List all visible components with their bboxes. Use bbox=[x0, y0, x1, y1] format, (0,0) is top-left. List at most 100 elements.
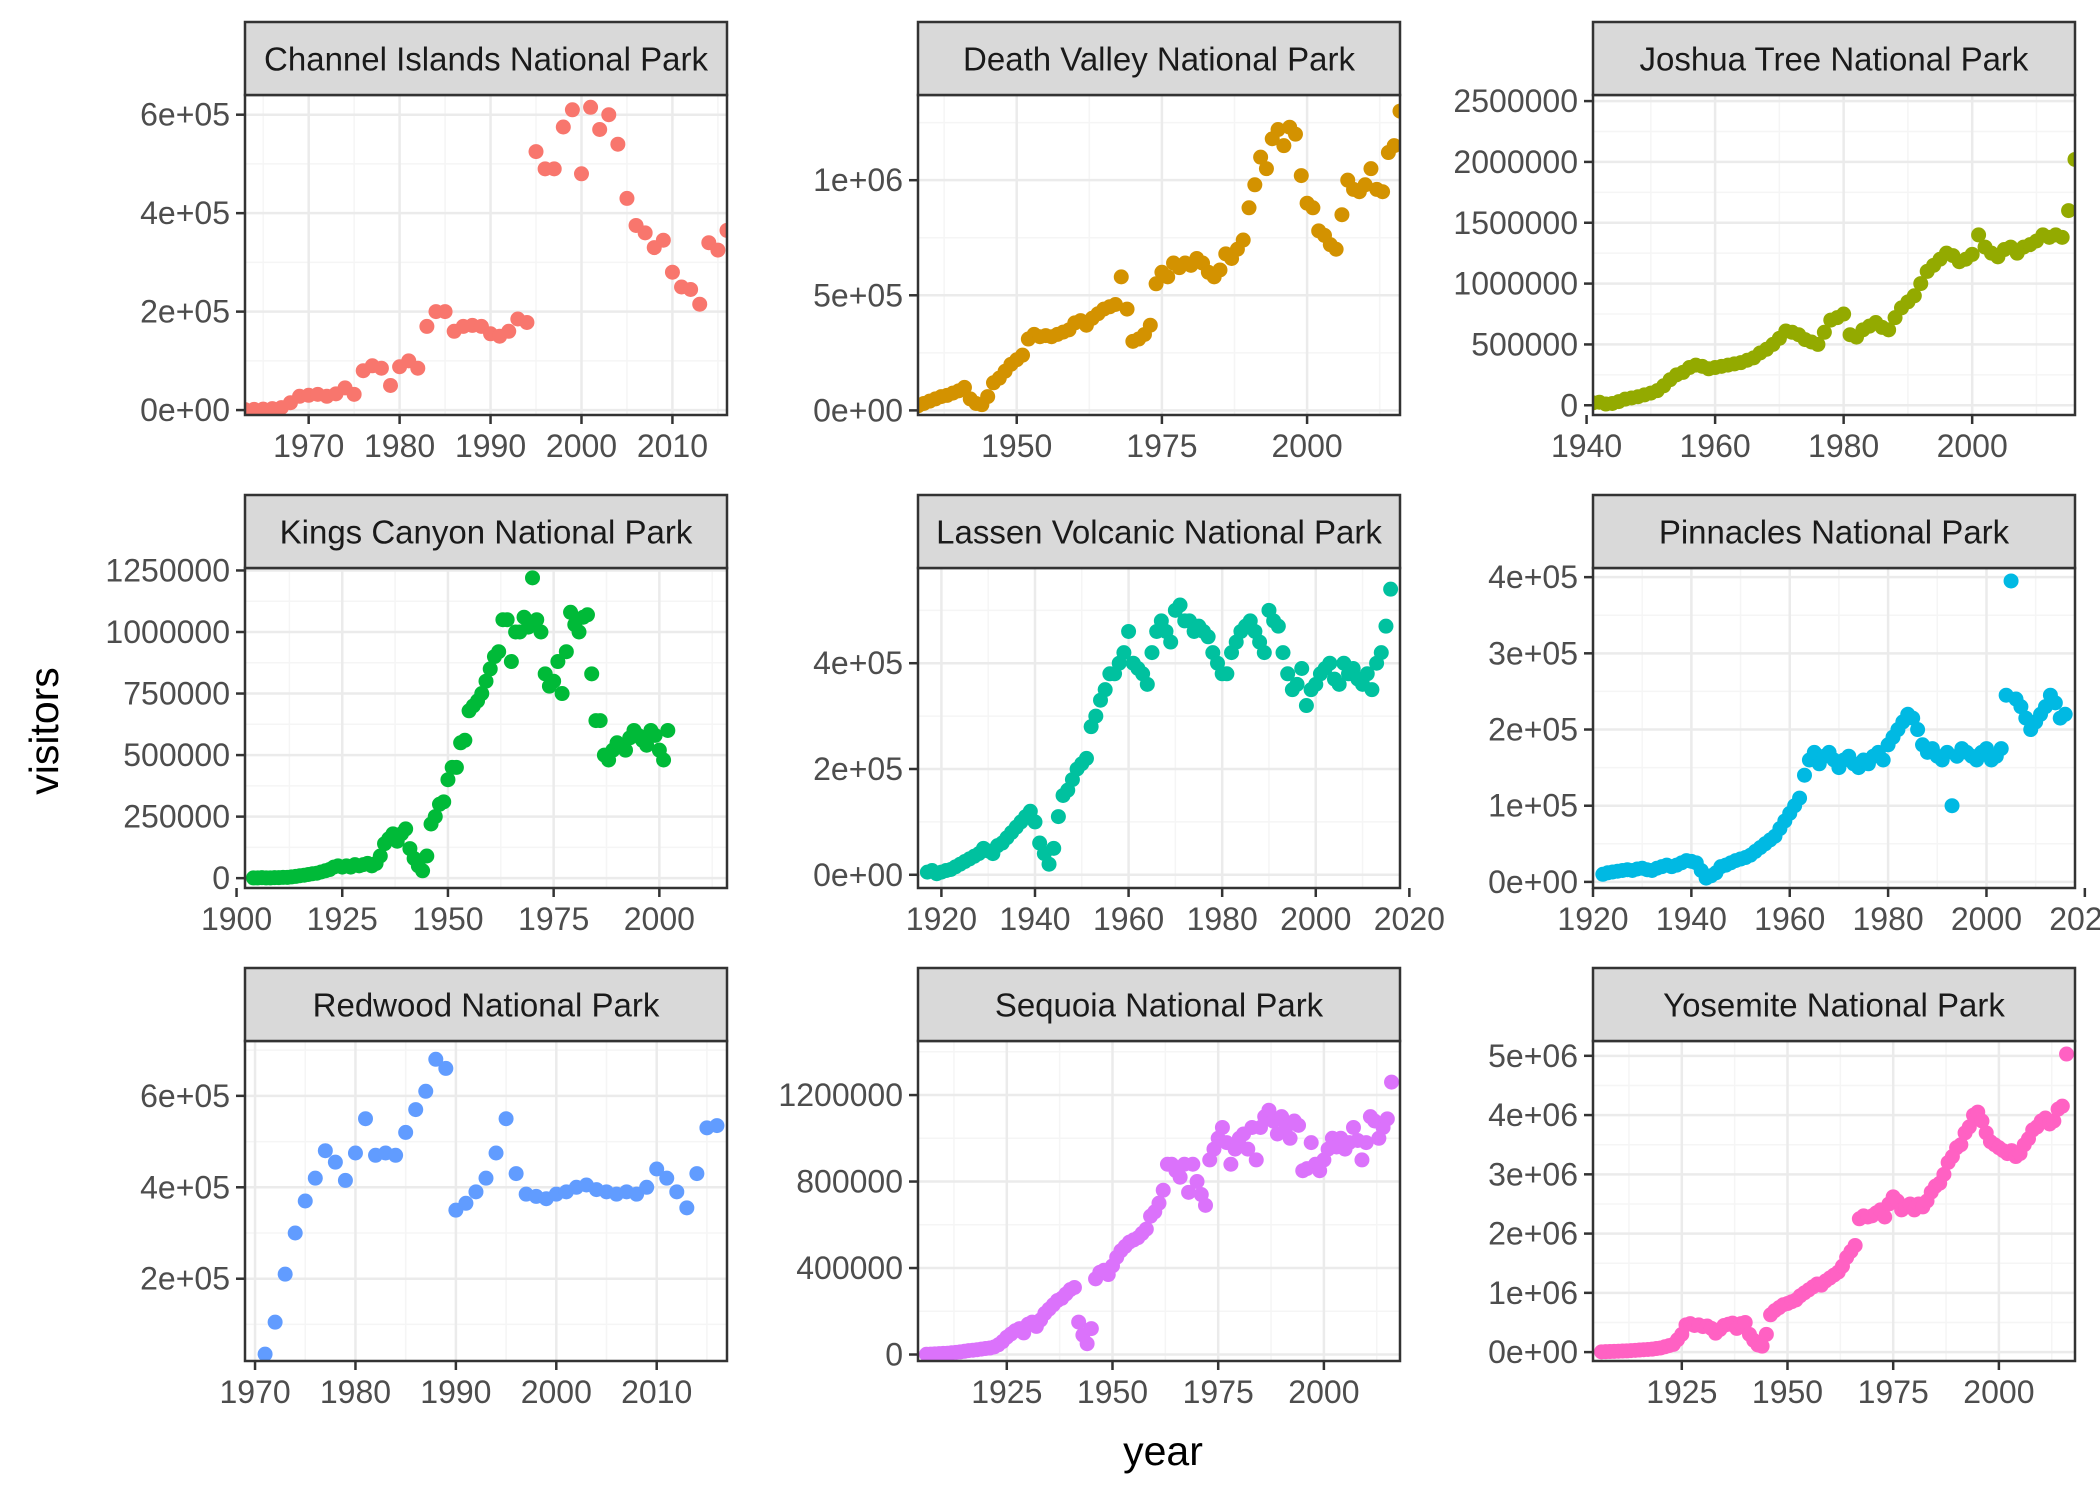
data-point bbox=[1088, 708, 1104, 724]
y-tick-label: 6e+05 bbox=[140, 1078, 230, 1114]
x-tick-label: 2000 bbox=[1288, 1374, 1359, 1410]
points bbox=[1593, 151, 2075, 412]
x-tick-label: 1970 bbox=[219, 1374, 290, 1410]
strip-background bbox=[243, 966, 729, 1043]
data-point bbox=[1247, 177, 1263, 193]
data-point bbox=[656, 752, 672, 768]
x-tick-label: 2020 bbox=[2049, 901, 2100, 937]
data-point bbox=[1163, 634, 1179, 650]
data-point bbox=[1964, 246, 1980, 262]
data-point bbox=[639, 1179, 655, 1195]
data-point bbox=[1358, 1135, 1374, 1151]
data-point bbox=[1289, 676, 1305, 692]
x-tick-label: 1940 bbox=[1551, 428, 1622, 464]
strip-background bbox=[243, 493, 729, 570]
data-point bbox=[525, 570, 541, 586]
data-point bbox=[2054, 1098, 2070, 1114]
points bbox=[918, 103, 1400, 414]
data-point bbox=[1258, 161, 1274, 177]
strip-background bbox=[916, 966, 1402, 1043]
data-point bbox=[2067, 151, 2075, 167]
data-point bbox=[1172, 1169, 1188, 1185]
data-point bbox=[1875, 752, 1891, 768]
data-point bbox=[2054, 229, 2070, 245]
x-tick-label: 1950 bbox=[412, 901, 483, 937]
facet-strip: Lassen Volcanic National Park bbox=[916, 493, 1402, 570]
y-axis: 0e+00 2e+05 4e+05 bbox=[813, 645, 918, 893]
data-point bbox=[1796, 767, 1812, 783]
data-point bbox=[1944, 798, 1960, 814]
data-point bbox=[610, 136, 626, 152]
data-point bbox=[1181, 1184, 1197, 1200]
data-point bbox=[337, 1172, 353, 1188]
data-point bbox=[1737, 1314, 1753, 1330]
panel-1: Channel Islands National Park 1970 1980 199… bbox=[140, 20, 729, 464]
data-point bbox=[1322, 655, 1338, 671]
data-point bbox=[488, 1145, 504, 1161]
data-point bbox=[709, 1118, 725, 1134]
y-tick-label: 4e+05 bbox=[140, 1169, 230, 1205]
data-point bbox=[1160, 269, 1176, 285]
panel-9: Yosemite National Park 1925 1950 1975 2000 0e… bbox=[1488, 966, 2077, 1410]
data-point bbox=[1079, 1336, 1095, 1352]
y-tick-label: 0e+00 bbox=[813, 857, 903, 893]
y-tick-label: 2000000 bbox=[1453, 144, 1578, 180]
y-tick-label: 0 bbox=[212, 860, 230, 896]
data-point bbox=[1139, 676, 1155, 692]
data-point bbox=[1974, 1113, 1990, 1129]
data-point bbox=[550, 654, 566, 670]
data-point bbox=[1345, 1119, 1361, 1135]
x-tick-label: 1975 bbox=[1183, 1374, 1254, 1410]
data-point bbox=[440, 772, 456, 788]
data-point bbox=[1200, 629, 1216, 645]
data-point bbox=[1386, 138, 1400, 154]
data-point bbox=[584, 666, 600, 682]
data-point bbox=[1240, 1141, 1256, 1157]
data-point bbox=[1758, 1326, 1774, 1342]
facet-title: Redwood National Park bbox=[313, 987, 660, 1024]
x-axis: 1925 1950 1975 2000 bbox=[1646, 1361, 2034, 1410]
data-point bbox=[563, 604, 579, 620]
y-tick-label: 0 bbox=[1560, 387, 1578, 423]
x-tick-label: 1900 bbox=[201, 901, 272, 937]
x-axis: 1920 1940 1960 1980 2000 2020 bbox=[906, 888, 1445, 937]
points bbox=[245, 99, 727, 415]
data-point bbox=[1148, 276, 1164, 292]
grid bbox=[245, 95, 727, 415]
data-point bbox=[436, 794, 452, 810]
x-axis: 1900 1925 1950 1975 2000 bbox=[201, 888, 695, 937]
data-point bbox=[554, 686, 570, 702]
data-point bbox=[491, 644, 507, 660]
data-point bbox=[1379, 1111, 1395, 1127]
data-point bbox=[383, 377, 399, 393]
data-point bbox=[1357, 177, 1373, 193]
y-tick-label: 0 bbox=[885, 1337, 903, 1373]
points bbox=[919, 581, 1399, 882]
strip-background bbox=[1591, 493, 2077, 570]
facet-strip: Joshua Tree National Park bbox=[1591, 20, 2077, 97]
data-point bbox=[1881, 322, 1897, 338]
data-point bbox=[1189, 1174, 1205, 1190]
x-tick-label: 2020 bbox=[1374, 901, 1445, 937]
y-tick-label: 5e+05 bbox=[813, 277, 903, 313]
x-tick-label: 1975 bbox=[518, 901, 589, 937]
data-point bbox=[619, 190, 635, 206]
data-point bbox=[437, 304, 453, 320]
y-tick-label: 750000 bbox=[123, 676, 230, 712]
data-point bbox=[1223, 1156, 1239, 1172]
data-point bbox=[410, 360, 426, 376]
data-point bbox=[2059, 1046, 2075, 1062]
data-point bbox=[1270, 618, 1286, 634]
x-tick-label: 2000 bbox=[546, 428, 617, 464]
panel-8: Sequoia National Park 1925 1950 1975 2000 0 40… bbox=[778, 966, 1402, 1410]
data-point bbox=[347, 1145, 363, 1161]
data-point bbox=[1151, 1195, 1167, 1211]
data-point bbox=[1198, 1197, 1214, 1213]
data-point bbox=[1041, 856, 1057, 872]
y-tick-label: 0e+00 bbox=[1488, 864, 1578, 900]
data-point bbox=[679, 1200, 695, 1216]
y-tick-label: 1200000 bbox=[778, 1077, 903, 1113]
y-tick-label: 0e+00 bbox=[140, 392, 230, 428]
data-point bbox=[1046, 840, 1062, 856]
